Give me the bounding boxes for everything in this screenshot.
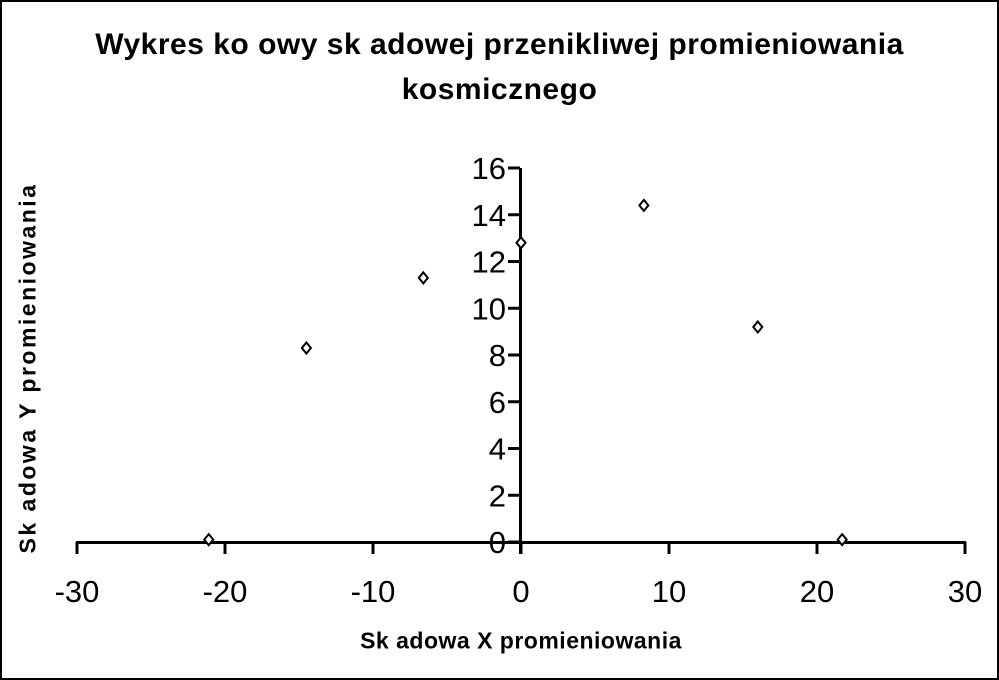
data-point-marker xyxy=(638,198,650,213)
data-point-marker xyxy=(752,319,764,335)
x-tick-label: 10 xyxy=(652,574,686,609)
chart-title: Wykres ko owy sk adowej przenikliwej pro… xyxy=(2,22,997,112)
x-tick-label: -20 xyxy=(203,574,248,609)
y-tick-label: 8 xyxy=(489,338,506,373)
x-tick-label: 20 xyxy=(800,574,834,609)
data-point-marker xyxy=(300,340,313,356)
x-tick-label: 30 xyxy=(948,574,982,609)
chart-title-line-1: Wykres ko owy sk adowej przenikliwej pro… xyxy=(95,28,904,61)
x-tick-label: 0 xyxy=(512,574,529,609)
y-tick-label: 4 xyxy=(489,432,506,467)
x-tick-label: -10 xyxy=(351,574,396,609)
x-tick-label: -30 xyxy=(55,574,100,609)
chart-title-line-2: kosmicznego xyxy=(401,73,598,106)
y-tick-label: 14 xyxy=(472,198,506,233)
y-tick-label: 2 xyxy=(489,478,506,513)
y-tick-label: 6 xyxy=(489,385,506,420)
x-axis-title: Sk adowa X promieniowania xyxy=(360,627,682,654)
y-tick-label: 0 xyxy=(489,525,506,560)
data-point-marker xyxy=(417,270,430,285)
y-tick-label: 10 xyxy=(472,291,506,326)
data-point-marker xyxy=(836,532,848,547)
y-tick-label: 16 xyxy=(472,151,506,186)
data-point-marker xyxy=(202,532,215,547)
y-tick-label: 12 xyxy=(472,245,506,280)
data-point-marker xyxy=(515,235,527,250)
